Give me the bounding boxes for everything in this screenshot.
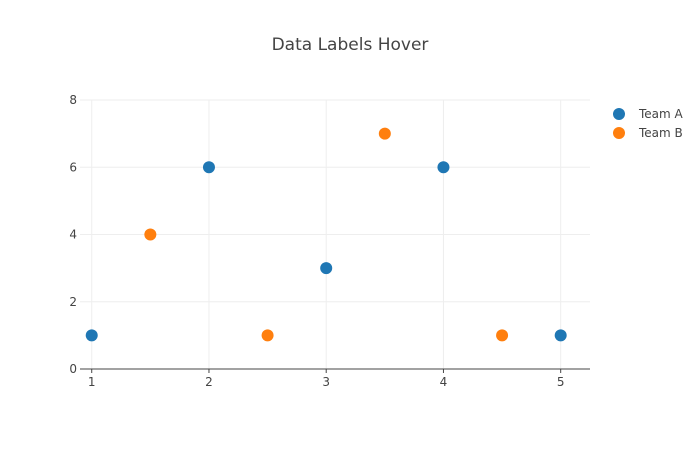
- data-point-team-b[interactable]: [261, 329, 274, 342]
- data-point-team-b[interactable]: [144, 228, 157, 241]
- data-point-team-a[interactable]: [85, 329, 98, 342]
- legend-label: Team B: [638, 126, 683, 140]
- legend[interactable]: Team A Team B: [613, 107, 684, 140]
- data-point-team-a[interactable]: [554, 329, 567, 342]
- y-tick-label: 0: [69, 362, 77, 376]
- legend-item-team-b[interactable]: Team B: [613, 126, 683, 140]
- x-tick-label: 3: [322, 375, 330, 389]
- data-point-team-a[interactable]: [320, 262, 333, 275]
- grid-lines: [80, 99, 590, 369]
- data-point-team-a[interactable]: [437, 161, 450, 174]
- chart-title: Data Labels Hover: [272, 35, 429, 55]
- plot-area: 1 2 3 4 5 0 2 4 6 8: [69, 93, 590, 389]
- data-point-team-b[interactable]: [378, 127, 391, 140]
- data-points[interactable]: [85, 127, 567, 342]
- legend-item-team-a[interactable]: Team A: [613, 107, 684, 121]
- axes: 1 2 3 4 5 0 2 4 6 8: [69, 93, 590, 389]
- legend-marker: [613, 127, 625, 139]
- y-tick-label: 6: [69, 160, 77, 174]
- x-tick-label: 5: [557, 375, 565, 389]
- y-tick-label: 2: [69, 295, 77, 309]
- legend-label: Team A: [638, 107, 684, 121]
- x-tick-label: 4: [440, 375, 448, 389]
- y-tick-label: 8: [69, 93, 77, 107]
- data-point-team-a[interactable]: [202, 161, 215, 174]
- y-tick-label: 4: [69, 228, 77, 242]
- x-tick-label: 2: [205, 375, 213, 389]
- x-tick-label: 1: [88, 375, 96, 389]
- legend-marker: [613, 108, 625, 120]
- data-point-team-b[interactable]: [496, 329, 509, 342]
